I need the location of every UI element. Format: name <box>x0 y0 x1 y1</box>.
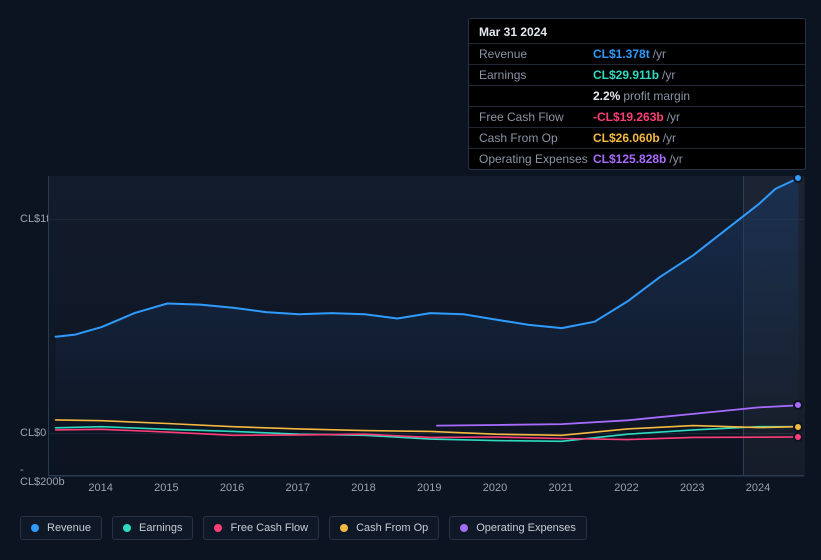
legend-item-label: Free Cash Flow <box>230 522 308 534</box>
legend-item-revenue[interactable]: Revenue <box>20 516 102 540</box>
tooltip-row-value: CL$26.060b <box>593 131 660 145</box>
chart-y-label: CL$1t <box>0 213 42 225</box>
chart-x-label: 2018 <box>351 482 375 494</box>
tooltip-row-unit: /yr <box>667 110 680 124</box>
tooltip-row-unit: /yr <box>669 152 682 166</box>
tooltip-row-unit: /yr <box>663 131 676 145</box>
chart-y-label: -CL$200b <box>0 464 42 488</box>
legend-item-operating_expenses[interactable]: Operating Expenses <box>449 516 587 540</box>
tooltip-row-value: CL$125.828b <box>593 152 666 166</box>
tooltip-row-unit: /yr <box>662 68 675 82</box>
legend-item-cash_from_op[interactable]: Cash From Op <box>329 516 439 540</box>
tooltip-date: Mar 31 2024 <box>469 19 805 43</box>
tooltip-row-value: -CL$19.263b <box>593 110 664 124</box>
tooltip-row-value: CL$1.378t <box>593 47 650 61</box>
chart-plot[interactable] <box>48 176 804 476</box>
tooltip-row: Operating ExpensesCL$125.828b/yr <box>469 148 805 169</box>
legend-dot-icon <box>123 524 131 532</box>
tooltip-row-label: Free Cash Flow <box>479 110 593 124</box>
legend-item-label: Earnings <box>139 522 182 534</box>
legend-item-label: Cash From Op <box>356 522 428 534</box>
tooltip-row-pct: 2.2% <box>593 89 620 103</box>
tooltip-row: RevenueCL$1.378t/yr <box>469 43 805 64</box>
legend-item-free_cash_flow[interactable]: Free Cash Flow <box>203 516 319 540</box>
tooltip-row: Free Cash Flow-CL$19.263b/yr <box>469 106 805 127</box>
tooltip-row-unit: /yr <box>653 47 666 61</box>
tooltip-row-label: Revenue <box>479 47 593 61</box>
tooltip-row-label: Earnings <box>479 68 593 82</box>
tooltip-row-label: Operating Expenses <box>479 152 593 166</box>
chart-x-label: 2017 <box>286 482 310 494</box>
chart-x-label: 2023 <box>680 482 704 494</box>
chart-gridline <box>49 476 804 477</box>
chart-x-axis: 2014 2015 2016 2017 2018 2019 2020 2021 2022 2023… <box>48 482 804 498</box>
chart-x-label: 2024 <box>746 482 770 494</box>
legend-dot-icon <box>340 524 348 532</box>
legend-dot-icon <box>214 524 222 532</box>
legend-dot-icon <box>31 524 39 532</box>
revenue-end-marker <box>793 173 803 183</box>
chart-x-label: 2019 <box>417 482 441 494</box>
legend-item-earnings[interactable]: Earnings <box>112 516 193 540</box>
tooltip-row: Cash From OpCL$26.060b/yr <box>469 127 805 148</box>
chart-legend: Revenue Earnings Free Cash Flow Cash From O… <box>20 516 587 540</box>
chart-x-label: 2014 <box>88 482 112 494</box>
chart-tooltip: Mar 31 2024 RevenueCL$1.378t/yrEarningsC… <box>468 18 806 170</box>
chart-x-label: 2016 <box>220 482 244 494</box>
revenue-area <box>56 178 799 433</box>
free_cash_flow-end-marker <box>793 432 803 442</box>
legend-dot-icon <box>460 524 468 532</box>
chart-x-label: 2022 <box>614 482 638 494</box>
chart-x-label: 2021 <box>549 482 573 494</box>
chart-lines <box>49 176 805 476</box>
operating_expenses-end-marker <box>793 400 803 410</box>
tooltip-row-value: CL$29.911b <box>593 68 659 82</box>
tooltip-row: 2.2%profit margin <box>469 85 805 106</box>
legend-item-label: Operating Expenses <box>476 522 576 534</box>
tooltip-row-pct-label: profit margin <box>623 89 690 103</box>
chart-y-label: CL$0 <box>0 427 42 439</box>
tooltip-row-label: Cash From Op <box>479 131 593 145</box>
chart-x-label: 2020 <box>483 482 507 494</box>
legend-item-label: Revenue <box>47 522 91 534</box>
cash_from_op-end-marker <box>793 422 803 432</box>
chart-x-label: 2015 <box>154 482 178 494</box>
tooltip-row: EarningsCL$29.911b/yr <box>469 64 805 85</box>
